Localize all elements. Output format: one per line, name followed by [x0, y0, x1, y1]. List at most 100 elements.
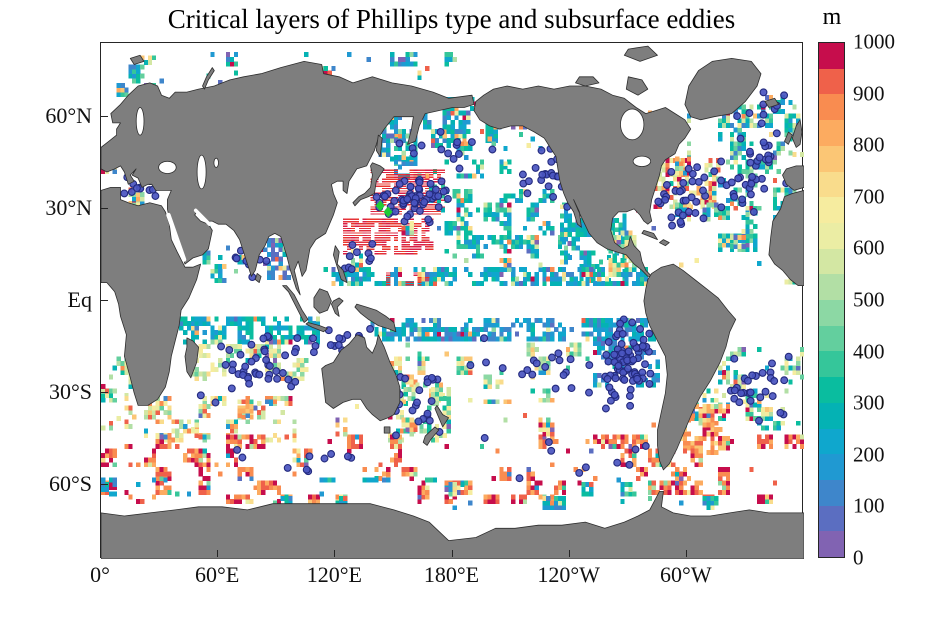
data-cell [764, 365, 770, 371]
data-cell [198, 453, 203, 458]
data-cell [132, 64, 137, 70]
land-shape [659, 239, 670, 247]
data-cell [581, 281, 586, 286]
subsurface-eddy-marker [345, 252, 354, 261]
data-cell-hatch [390, 187, 395, 190]
subsurface-eddy-marker [760, 184, 769, 193]
data-cell [339, 500, 344, 506]
data-cell [749, 164, 754, 170]
data-cell-hatch [409, 248, 414, 250]
data-cell [702, 393, 707, 399]
data-cell [198, 316, 203, 322]
data-cell-hatch [421, 234, 426, 237]
data-cell [444, 221, 449, 227]
data-cell [155, 485, 160, 491]
data-cell [229, 499, 235, 505]
data-cell [225, 499, 231, 505]
data-cell [542, 267, 547, 273]
data-cell [276, 396, 282, 402]
data-cell [718, 233, 723, 239]
subsurface-eddy-marker [482, 358, 490, 367]
data-cell [249, 334, 254, 340]
data-cell [530, 207, 535, 213]
data-cell-hatch [425, 169, 430, 171]
data-cell [399, 414, 405, 420]
data-cell [737, 122, 742, 128]
data-cell [563, 227, 569, 233]
data-cell [186, 428, 192, 434]
data-cell [522, 281, 528, 286]
subsurface-eddy-marker [281, 351, 290, 360]
data-cell [550, 505, 555, 511]
data-cell [772, 159, 778, 165]
data-cell [718, 122, 723, 128]
data-cell [479, 129, 485, 134]
data-cell [460, 331, 465, 337]
data-cell [710, 496, 715, 501]
data-cell [151, 477, 157, 483]
data-cell [183, 339, 188, 345]
data-cell [409, 61, 414, 67]
data-cell-hatch [413, 227, 418, 230]
data-cell [159, 480, 164, 486]
data-cell [776, 141, 781, 147]
data-cell [417, 351, 422, 357]
subsurface-eddy-marker [746, 158, 755, 167]
data-cell [159, 439, 164, 445]
colorbar-tick-label: 700 [853, 184, 885, 209]
data-cell [784, 360, 789, 366]
data-cell [710, 500, 715, 506]
data-cell [526, 466, 531, 472]
data-cell-hatch [432, 201, 438, 204]
data-cell [655, 377, 660, 383]
data-cell [690, 413, 695, 419]
data-cell [503, 248, 508, 254]
data-cell-hatch [409, 250, 414, 253]
data-cell [155, 433, 160, 439]
data-cell [401, 422, 406, 428]
data-cell [237, 434, 242, 440]
data-cell-hatch [390, 220, 395, 223]
data-cell [780, 406, 785, 412]
data-cell [263, 247, 268, 253]
data-cell [708, 195, 713, 200]
data-cell [159, 466, 164, 472]
data-cell [331, 281, 336, 286]
data-cell [222, 396, 227, 402]
data-cell [682, 466, 688, 472]
data-cell [714, 202, 719, 208]
data-cell [632, 434, 637, 440]
data-cell [593, 340, 598, 346]
data-cell [409, 431, 414, 437]
data-cell [485, 133, 490, 139]
data-cell [518, 234, 524, 240]
data-cell-hatch [401, 239, 406, 241]
data-cell [577, 351, 582, 357]
data-cell [425, 281, 430, 286]
data-cell [401, 155, 406, 161]
data-cell [397, 133, 403, 139]
data-cell [468, 225, 473, 231]
data-cell [253, 405, 258, 411]
data-cell [495, 216, 500, 222]
data-cell [561, 485, 567, 491]
data-cell [511, 494, 516, 500]
data-cell [491, 476, 496, 482]
data-cell [432, 271, 438, 277]
data-cell [579, 250, 584, 256]
data-cell [575, 236, 580, 242]
data-cell [788, 365, 793, 371]
data-cell [479, 253, 485, 259]
data-cell [563, 208, 569, 214]
subsurface-eddy-marker [743, 376, 752, 385]
data-cell-hatch [401, 192, 406, 194]
data-cell [475, 248, 481, 254]
data-cell [585, 491, 590, 497]
data-cell [511, 193, 516, 199]
data-cell [444, 336, 449, 342]
data-cell [507, 193, 512, 199]
data-cell [280, 410, 285, 415]
data-cell [620, 230, 625, 236]
chart-title: Critical layers of Phillips type and sub… [167, 4, 736, 34]
data-cell [573, 351, 578, 357]
